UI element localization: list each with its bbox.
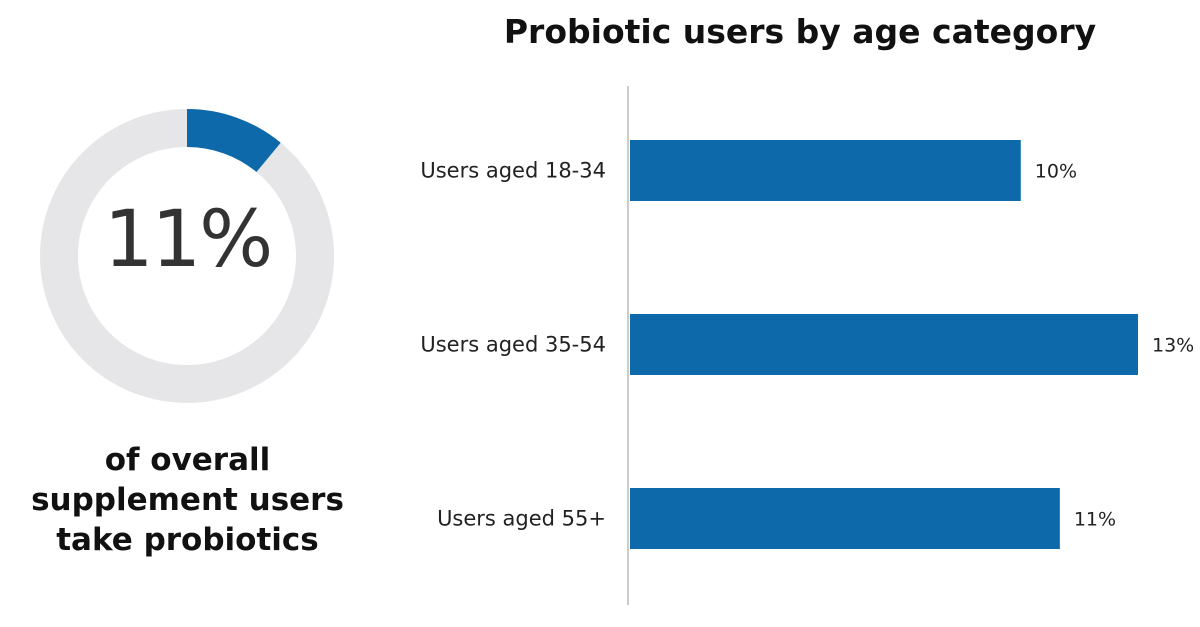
data-label: 11%	[1074, 509, 1116, 531]
chart-title: Probiotic users by age category	[503, 12, 1097, 51]
bar	[630, 488, 1060, 549]
stat-caption: of overall supplement users take probiot…	[20, 440, 355, 560]
caption-line: supplement users	[31, 482, 344, 518]
bar	[630, 314, 1138, 375]
category-label: Users aged 55+	[437, 507, 606, 531]
donut-chart	[40, 109, 334, 403]
donut-value-arc	[186, 109, 281, 173]
caption-line: take probiotics	[56, 522, 319, 558]
category-label: Users aged 35-54	[420, 333, 606, 357]
bar	[630, 140, 1021, 201]
category-label: Users aged 18-34	[420, 159, 606, 183]
bars-group: Users aged 18-34 10% Users aged 35-54 13% Us…	[420, 140, 1194, 549]
overall-percentage: 11%	[103, 195, 273, 285]
caption-line: of overall	[104, 442, 271, 478]
data-label: 10%	[1035, 161, 1077, 183]
data-label: 13%	[1152, 335, 1194, 357]
